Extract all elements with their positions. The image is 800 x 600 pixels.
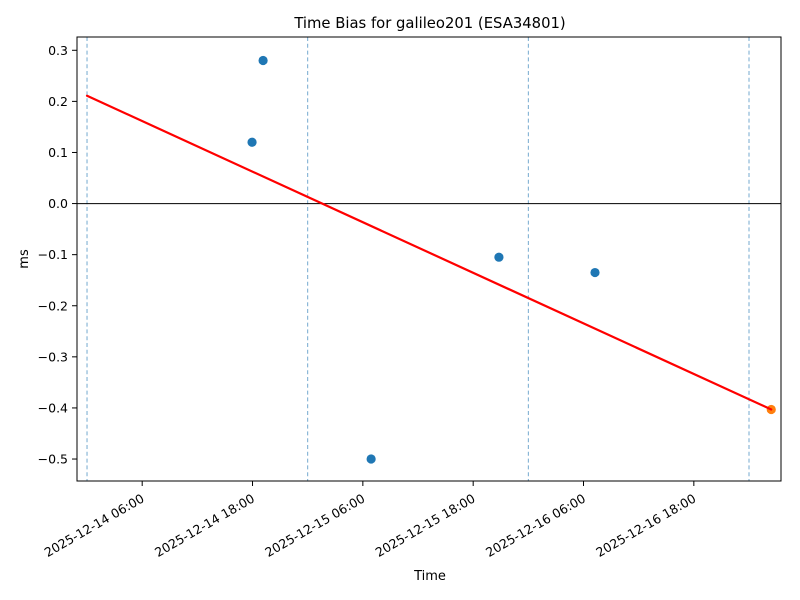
plot-border [76, 36, 782, 482]
x-tick-label: 2025-12-15 18:00 [373, 491, 478, 560]
observed-bias-marker [258, 55, 268, 66]
x-tick-label: 2025-12-14 18:00 [152, 491, 257, 560]
x-tick-label: 2025-12-16 18:00 [593, 491, 698, 560]
y-tick-label: −0.1 [38, 247, 68, 262]
y-tick-label: 0.1 [48, 145, 68, 160]
y-tick-label: −0.2 [38, 298, 68, 313]
day-gridlines [86, 37, 750, 481]
trend-line-segment [85, 94, 773, 411]
y-axis-label: ms [17, 249, 32, 269]
y-tick-label: −0.4 [38, 400, 68, 415]
x-tick-label: 2025-12-14 06:00 [42, 491, 147, 560]
series-observed-bias [247, 55, 600, 464]
observed-bias-marker [494, 252, 504, 262]
x-tick-label: 2025-12-16 06:00 [483, 491, 588, 560]
y-tick-label: 0.0 [48, 196, 68, 211]
y-tick-label: 0.2 [48, 94, 68, 109]
x-tick-label: 2025-12-15 06:00 [262, 491, 367, 560]
y-tick-label: −0.5 [38, 452, 68, 467]
x-axis: 2025-12-14 06:00 2025-12-14 18:00 2025-12-… [42, 481, 698, 560]
observed-bias-marker [366, 454, 376, 464]
y-axis: 0.3 0.2 0.1 0.0 −0.1 −0.2 −0.3 −0.4 −0.5 [38, 43, 77, 467]
series-trend-line [85, 94, 773, 411]
y-tick-label: −0.3 [38, 349, 68, 364]
plot-area [77, 37, 781, 481]
chart-title: Time Bias for galileo201 (ESA34801) [293, 15, 565, 32]
observed-bias-marker [590, 267, 600, 278]
y-tick-label: 0.3 [48, 43, 68, 58]
observed-bias-marker [247, 137, 257, 147]
x-axis-label: Time [413, 569, 446, 584]
